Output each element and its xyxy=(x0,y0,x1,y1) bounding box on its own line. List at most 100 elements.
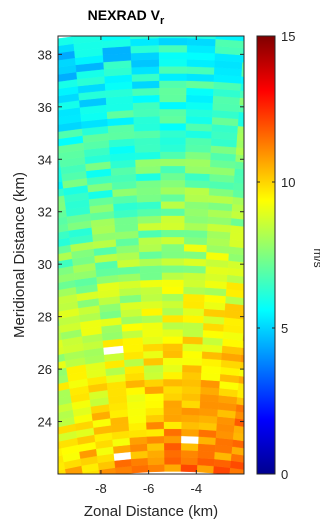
heatmap-cell xyxy=(159,101,187,110)
heatmap-cell xyxy=(135,165,161,175)
heatmap-cell xyxy=(146,435,165,444)
heatmap-cell xyxy=(141,314,163,324)
heatmap-cell xyxy=(197,450,216,460)
heatmap-cell xyxy=(199,415,218,424)
heatmap-cell xyxy=(186,94,214,104)
x-tick-label: -8 xyxy=(95,481,107,496)
heatmap-cell xyxy=(128,414,147,424)
heatmap-cell xyxy=(185,165,211,175)
heatmap-cell xyxy=(185,172,211,182)
heatmap-cell xyxy=(231,446,244,456)
heatmap-cell xyxy=(233,182,244,191)
heatmap-cell xyxy=(228,253,244,263)
heatmap-cell xyxy=(161,258,185,266)
heatmap-cell xyxy=(186,73,215,82)
heatmap-cell xyxy=(162,336,184,344)
heatmap-cell xyxy=(142,322,163,331)
heatmap-cell xyxy=(198,436,217,446)
heatmap-cell xyxy=(158,37,188,46)
heatmap-cell xyxy=(130,37,160,47)
heatmap-cell xyxy=(0,114,1,127)
heatmap-cell xyxy=(161,215,185,223)
heatmap-cell xyxy=(230,460,244,470)
heatmap-cell xyxy=(215,36,244,42)
heatmap-cell xyxy=(0,265,6,278)
heatmap-cell xyxy=(163,421,182,430)
heatmap-cell xyxy=(164,449,182,458)
heatmap-cell xyxy=(238,111,244,120)
heatmap-cell xyxy=(159,123,187,131)
heatmap-cell xyxy=(0,128,4,141)
heatmap-cell xyxy=(186,66,215,75)
heatmap-cell xyxy=(182,329,204,338)
heatmap-cell xyxy=(129,436,148,445)
heatmap-cell xyxy=(163,428,182,437)
heatmap-cell xyxy=(163,364,183,373)
heatmap-cell xyxy=(182,314,205,324)
heatmap-cell xyxy=(234,418,244,427)
heatmap-cell xyxy=(183,250,207,260)
heatmap-cell xyxy=(145,414,165,423)
y-axis-label: Meridional Distance (km) xyxy=(11,172,28,338)
heatmap-cell xyxy=(0,45,17,58)
heatmap-cell xyxy=(23,431,42,443)
heatmap-cell xyxy=(0,135,5,148)
heatmap-cell xyxy=(133,123,161,132)
heatmap-cell xyxy=(186,44,216,54)
heatmap-cell xyxy=(9,376,29,388)
heatmap-cell xyxy=(0,59,20,72)
heatmap-cell xyxy=(29,459,47,470)
y-tick-label: 28 xyxy=(38,310,52,325)
colorbar-tick-label: 10 xyxy=(281,175,295,190)
heatmap-cell xyxy=(4,355,25,367)
heatmap-cell xyxy=(160,201,186,209)
heatmap-cell xyxy=(22,344,43,356)
heatmap-cell xyxy=(131,59,160,68)
heatmap-cell xyxy=(182,343,203,352)
heatmap-cell xyxy=(164,442,182,451)
heatmap-cell xyxy=(236,139,244,149)
heatmap-cell xyxy=(147,442,165,451)
heatmap-cell xyxy=(161,286,184,295)
heatmap-cell xyxy=(234,168,244,177)
heatmap-cell xyxy=(182,336,204,345)
y-axis: 24 26 28 30 32 34 36 38 xyxy=(38,47,244,430)
heatmap-cell xyxy=(235,403,244,413)
heatmap-cell xyxy=(140,293,163,302)
heatmap-cell xyxy=(161,250,185,259)
heatmap-cell xyxy=(181,378,202,388)
colorbar-label: m/s xyxy=(311,248,320,267)
heatmap-cell xyxy=(26,445,44,457)
heatmap-cell xyxy=(0,66,21,79)
chart-title: NEXRAD Vr xyxy=(88,7,165,27)
heatmap-cell xyxy=(185,123,213,132)
heatmap-cell xyxy=(159,87,187,96)
x-axis: -8 -6 -4 xyxy=(95,36,202,496)
heatmap-cell xyxy=(182,357,203,366)
heatmap-cell xyxy=(183,243,208,253)
heatmap-cell xyxy=(238,375,244,384)
heatmap-cell xyxy=(181,428,200,437)
heatmap-cell xyxy=(33,291,55,302)
heatmap-cell xyxy=(143,357,164,366)
heatmap-cell xyxy=(147,449,165,458)
heatmap-cell xyxy=(183,258,207,267)
heatmap-cell xyxy=(161,229,185,238)
heatmap-cell xyxy=(0,101,26,113)
heatmap-cell xyxy=(185,137,212,146)
heatmap-cell xyxy=(233,425,244,435)
heatmap-cell xyxy=(29,125,56,136)
heatmap-cell xyxy=(182,350,203,359)
heatmap-cell xyxy=(141,300,163,309)
heatmap-cell xyxy=(240,83,244,92)
heatmap-cell xyxy=(144,393,164,402)
heatmap-cell xyxy=(22,76,50,88)
heatmap-cell xyxy=(138,236,162,246)
heatmap-cell xyxy=(0,94,25,106)
heatmap-cell xyxy=(181,407,201,416)
heatmap-cell xyxy=(236,132,244,142)
heatmap-cell xyxy=(159,108,187,117)
heatmap-cell xyxy=(159,137,187,145)
heatmap-cell xyxy=(162,357,183,366)
